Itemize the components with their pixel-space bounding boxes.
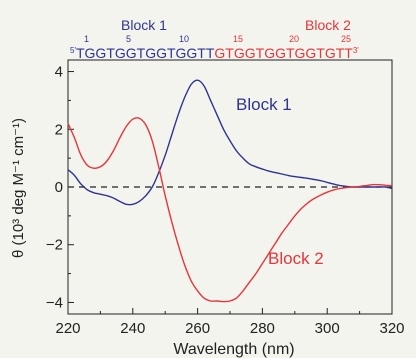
x-tick-label: 220	[55, 320, 80, 337]
x-tick-label: 300	[315, 320, 340, 337]
position-label-15: 15	[233, 34, 243, 44]
x-tick-label: 260	[185, 320, 210, 337]
prime5-label: 5'	[70, 46, 76, 55]
x-tick-label: 320	[379, 320, 404, 337]
block2-header-label: Block 2	[305, 17, 351, 33]
y-tick-label: −2	[46, 237, 63, 254]
series-layer	[67, 79, 393, 303]
x-tick-label: 240	[120, 320, 145, 337]
block1-header-label: Block 1	[121, 17, 167, 33]
series-annotation-block2: Block 2	[268, 249, 324, 268]
position-label-20: 20	[289, 34, 299, 44]
series-line-1	[67, 79, 393, 206]
x-tick-label: 280	[250, 320, 275, 337]
x-tick-labels: 220 240 260 280 300 320	[55, 320, 404, 337]
position-label-10: 10	[179, 34, 189, 44]
axis-ticks	[67, 71, 393, 314]
x-axis-label: Wavelength (nm)	[173, 341, 294, 358]
y-tick-label: 4	[55, 64, 63, 81]
sequence-line: 5'TGGTGGTGGTGGTTGTGGTGGTGGTGTT3'	[70, 45, 359, 61]
series-annotation-block1: Block 1	[236, 95, 292, 114]
y-tick-label: 0	[55, 179, 63, 196]
y-axis-label: θ (10³ deg M⁻¹ cm⁻¹)	[10, 118, 27, 258]
sequence-header: Block 1 Block 2 1 5 10 15 20 25 5'TGGTGG…	[70, 17, 359, 61]
y-tick-label: 2	[55, 121, 63, 138]
block1-sequence: TGGTGGTGGTGGTT	[76, 45, 215, 61]
y-tick-labels: −4 −2 0 2 4	[46, 64, 63, 312]
position-label-5: 5	[126, 34, 131, 44]
position-label-25: 25	[341, 34, 351, 44]
y-tick-label: −4	[46, 294, 63, 311]
series-line-2	[67, 117, 393, 303]
prime3-label: 3'	[353, 46, 359, 55]
position-label-1: 1	[84, 34, 89, 44]
block2-sequence: GTGGTGGTGGTGTT	[214, 45, 353, 61]
